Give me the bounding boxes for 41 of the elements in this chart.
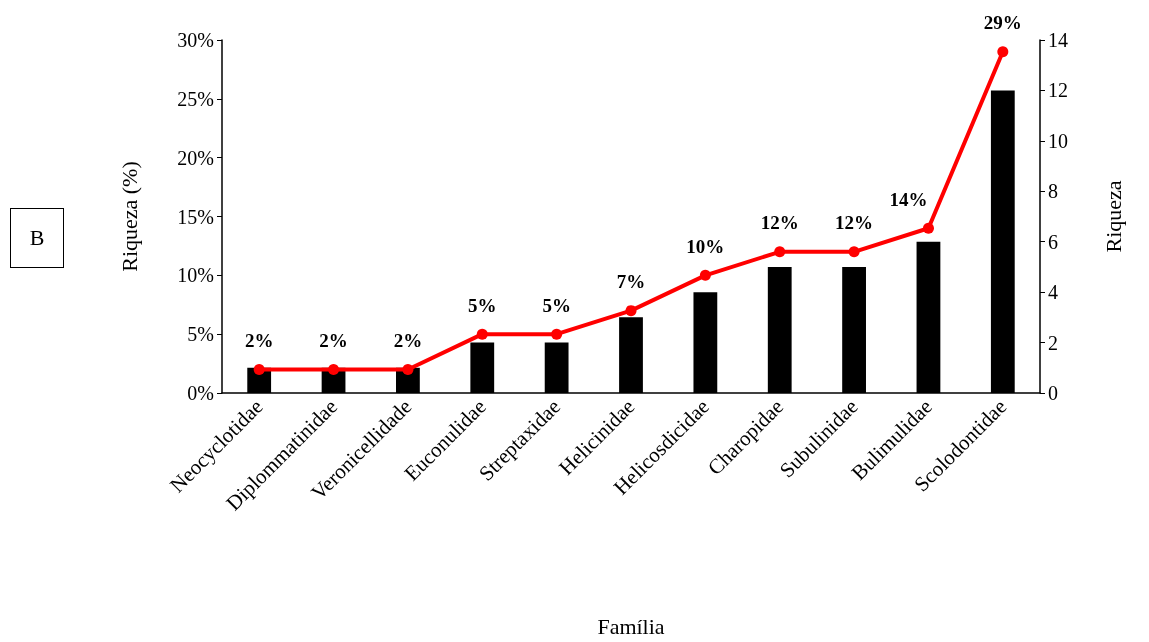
point [328,363,340,375]
y2-tick-label: 12 [1048,79,1068,102]
y2-tick-label: 14 [1048,29,1068,51]
data-label: 29% [983,12,1022,34]
data-label: 2% [319,329,348,351]
data-label: 5% [542,294,571,316]
y2-tick-label: 8 [1048,180,1058,203]
data-label: 14% [889,188,928,210]
point [253,363,265,375]
y2-tick-label: 6 [1048,230,1058,253]
point [625,305,637,317]
point [699,269,711,281]
point [997,46,1009,58]
data-label: 2% [244,329,274,351]
y-tick-label: 30% [177,29,214,51]
point [774,246,786,258]
data-label: 12% [835,212,874,234]
data-label: 10% [686,235,725,257]
point [922,222,934,234]
y-tick-label: 15% [177,205,214,228]
point [476,328,488,340]
y2-tick-label: 10 [1048,129,1068,152]
y-tick-label: 0% [187,382,214,404]
y2-axis-title: Riqueza [1100,180,1126,253]
y-axis-title: Riqueza (%) [116,161,142,272]
y2-tick-label: 4 [1048,281,1058,304]
text: B [10,208,64,268]
data-label: 5% [468,294,497,316]
y-tick-label: 10% [177,264,214,287]
y-tick-label: 25% [177,87,214,110]
data-label: 12% [760,212,799,234]
y-tick-label: 20% [177,146,214,169]
point [402,363,414,375]
point [551,328,563,340]
data-label: 2% [393,329,423,351]
y-tick-label: 5% [187,323,214,346]
y2-tick-label: 2 [1048,331,1058,354]
x-axis-title: Família [597,613,665,639]
point [848,246,860,258]
y2-tick-label: 0 [1048,382,1058,404]
data-label: 7% [616,271,646,293]
